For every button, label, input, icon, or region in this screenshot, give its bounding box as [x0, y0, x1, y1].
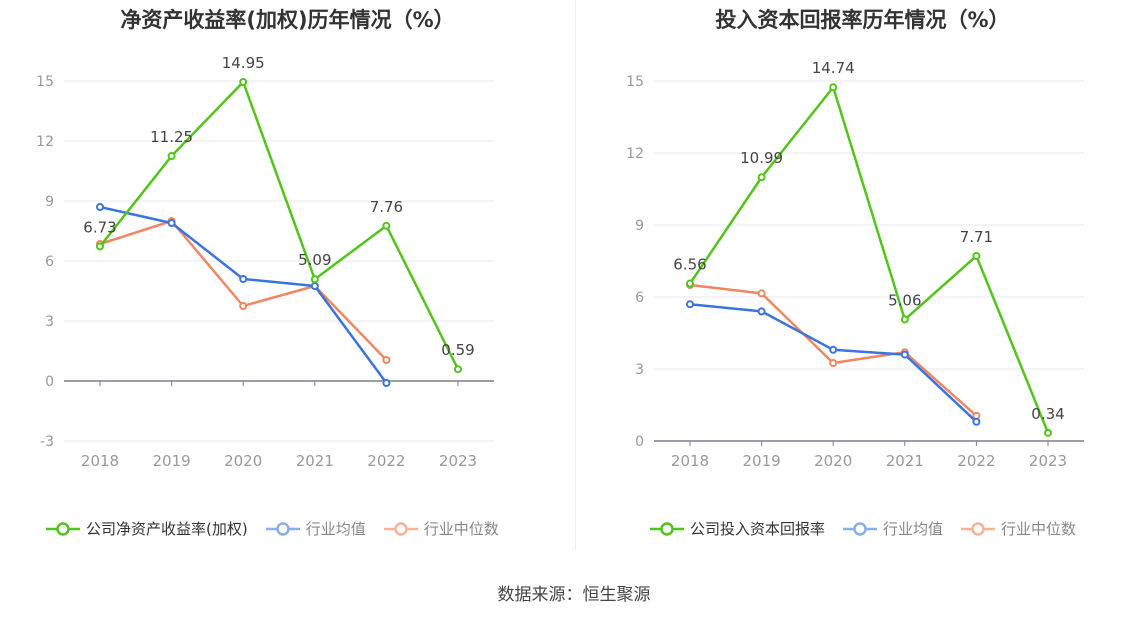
- legend-line-marker-icon: [843, 521, 878, 536]
- data-point: [829, 83, 838, 92]
- x-tick-label: 2020: [814, 452, 852, 470]
- series-line-1: [99, 205, 388, 384]
- x-tick-label: 2021: [886, 452, 924, 470]
- legend-left: 公司净资产收益率(加权) 行业均值 行业中位数: [46, 518, 499, 539]
- data-point: [829, 345, 838, 354]
- y-tick-label: 9: [45, 194, 54, 210]
- x-tick-label: 2019: [743, 452, 781, 470]
- data-point: [1044, 428, 1052, 437]
- panel-divider: [575, 0, 576, 550]
- series-line-0: [99, 80, 460, 370]
- legend-line-marker-icon: [961, 521, 996, 536]
- data-label: 0.59: [441, 341, 474, 359]
- chart-panel-1: 0 3 6 9 12 15 2018 2019 2020 2021 2022 2023 6.56 10.9…: [626, 59, 1084, 470]
- legend-label: 公司净资产收益率(加权): [86, 520, 248, 538]
- x-tick-label: 2022: [367, 452, 405, 470]
- legend-item-company[interactable]: 公司净资产收益率(加权): [46, 518, 248, 539]
- y-tick-label: 6: [45, 254, 54, 270]
- data-point: [382, 356, 391, 364]
- y-tick-label: 15: [626, 74, 644, 90]
- legend-line-marker-icon: [46, 521, 80, 536]
- charts-canvas: -3 0 3 6 9 12 15 2018 2019 2020 2021 2022 2023 6.73 11…: [36, 54, 1084, 470]
- data-label: 11.25: [150, 128, 193, 146]
- legend-line-marker-icon: [383, 521, 418, 536]
- data-label: 5.06: [888, 292, 921, 310]
- legend-label: 行业中位数: [1001, 520, 1077, 538]
- chart-title-left: 净资产收益率(加权)历年情况（%）: [120, 8, 455, 32]
- data-point: [382, 379, 391, 387]
- data-point: [167, 152, 176, 160]
- legend-label: 行业均值: [883, 520, 944, 538]
- data-point: [96, 203, 104, 211]
- data-point: [239, 78, 248, 86]
- x-tick-label: 2018: [81, 452, 119, 470]
- data-point: [829, 359, 838, 367]
- legend-label: 行业均值: [305, 520, 366, 538]
- series-line-0: [688, 85, 1050, 434]
- data-label: 5.09: [298, 251, 331, 269]
- y-tick-label: 3: [45, 314, 54, 330]
- y-tick-label: 0: [45, 374, 54, 390]
- data-label: 14.95: [222, 54, 265, 72]
- data-point: [96, 242, 104, 251]
- x-tick-label: 2023: [439, 452, 477, 470]
- legend-item-mean[interactable]: 行业均值: [843, 518, 943, 539]
- legend-label: 公司投入资本回报率: [690, 520, 826, 538]
- x-tick-label: 2019: [153, 452, 191, 470]
- y-tick-label: 12: [626, 146, 644, 162]
- data-label: 6.73: [83, 218, 116, 236]
- y-tick-label: -3: [40, 434, 54, 450]
- chart-title-right: 投入资本回报率历年情况（%）: [715, 8, 1010, 32]
- legend-line-marker-icon: [265, 521, 300, 536]
- x-tick-label: 2023: [1029, 452, 1067, 470]
- data-label: 6.56: [673, 256, 706, 274]
- legend-item-company[interactable]: 公司投入资本回报率: [650, 518, 825, 539]
- series-line-2: [99, 219, 388, 361]
- y-tick-label: 3: [635, 362, 644, 378]
- x-tick-label: 2020: [224, 452, 262, 470]
- data-label: 14.74: [812, 59, 855, 77]
- legend-label: 行业中位数: [423, 520, 499, 538]
- legend-item-mean[interactable]: 行业均值: [265, 518, 366, 539]
- x-tick-label: 2021: [296, 452, 334, 470]
- y-tick-label: 0: [635, 434, 644, 450]
- data-point: [686, 300, 694, 309]
- data-point: [310, 275, 319, 284]
- data-point: [972, 417, 981, 426]
- x-tick-label: 2022: [957, 452, 995, 470]
- data-point: [382, 221, 391, 230]
- data-point: [757, 173, 766, 182]
- legend-item-median[interactable]: 行业中位数: [961, 518, 1076, 539]
- data-point: [900, 315, 909, 324]
- data-label: 7.71: [960, 228, 993, 246]
- data-point: [972, 251, 981, 260]
- data-point: [239, 302, 248, 310]
- y-tick-label: 9: [635, 218, 644, 234]
- data-point: [167, 219, 176, 227]
- data-point: [454, 365, 462, 374]
- data-label: 10.99: [740, 149, 783, 167]
- y-tick-label: 6: [635, 290, 644, 306]
- data-point: [686, 279, 694, 288]
- data-point: [757, 289, 766, 298]
- data-point: [310, 282, 319, 290]
- data-point: [239, 275, 248, 283]
- y-tick-label: 12: [36, 134, 54, 150]
- legend-right: 公司投入资本回报率 行业均值 行业中位数: [650, 518, 1076, 539]
- data-point: [900, 350, 909, 359]
- data-point: [757, 307, 766, 316]
- legend-line-marker-icon: [650, 521, 684, 536]
- chart-panel-0: -3 0 3 6 9 12 15 2018 2019 2020 2021 2022 2023 6.73 11…: [36, 54, 494, 470]
- y-tick-label: 15: [36, 74, 54, 90]
- data-label: 0.34: [1031, 405, 1064, 423]
- data-source: 数据来源：恒生聚源: [497, 585, 651, 605]
- x-tick-label: 2018: [671, 452, 709, 470]
- legend-item-median[interactable]: 行业中位数: [383, 518, 499, 539]
- data-label: 7.76: [370, 198, 403, 216]
